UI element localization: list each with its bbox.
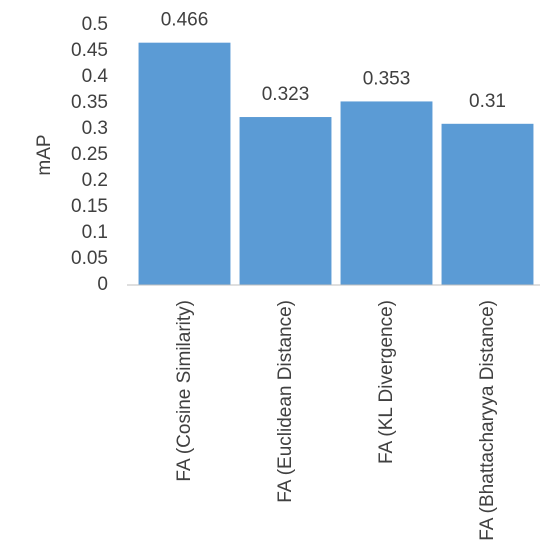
bar (138, 42, 231, 286)
bar (239, 117, 332, 285)
y-tick-label: 0 (97, 274, 108, 295)
y-tick-label: 0.25 (71, 144, 108, 165)
y-tick-label: 0.15 (71, 196, 108, 217)
y-tick-label: 0.05 (71, 248, 108, 269)
y-tick-label: 0.1 (82, 222, 108, 243)
y-tick-label: 0.4 (82, 66, 109, 87)
y-tick-label: 0.3 (82, 118, 108, 139)
value-label: 0.31 (469, 91, 506, 112)
x-tick-label: FA (Euclidean Distance) (274, 300, 296, 503)
y-tick-label: 0.2 (82, 170, 108, 191)
x-tick-label: FA (Cosine Similarity) (173, 300, 195, 482)
y-axis-label: mAP (34, 134, 55, 175)
value-label: 0.323 (262, 84, 310, 105)
value-label: 0.466 (161, 10, 209, 31)
x-tick-label: FA (Bhattacharyya Distance) (476, 300, 498, 541)
bar (340, 101, 433, 285)
bar (441, 123, 534, 285)
x-tick-label: FA (KL Divergence) (375, 300, 397, 465)
y-tick-label: 0.45 (71, 40, 108, 61)
y-tick-label: 0.5 (82, 14, 108, 35)
value-label: 0.353 (363, 68, 411, 89)
y-tick-label: 0.35 (71, 92, 108, 113)
